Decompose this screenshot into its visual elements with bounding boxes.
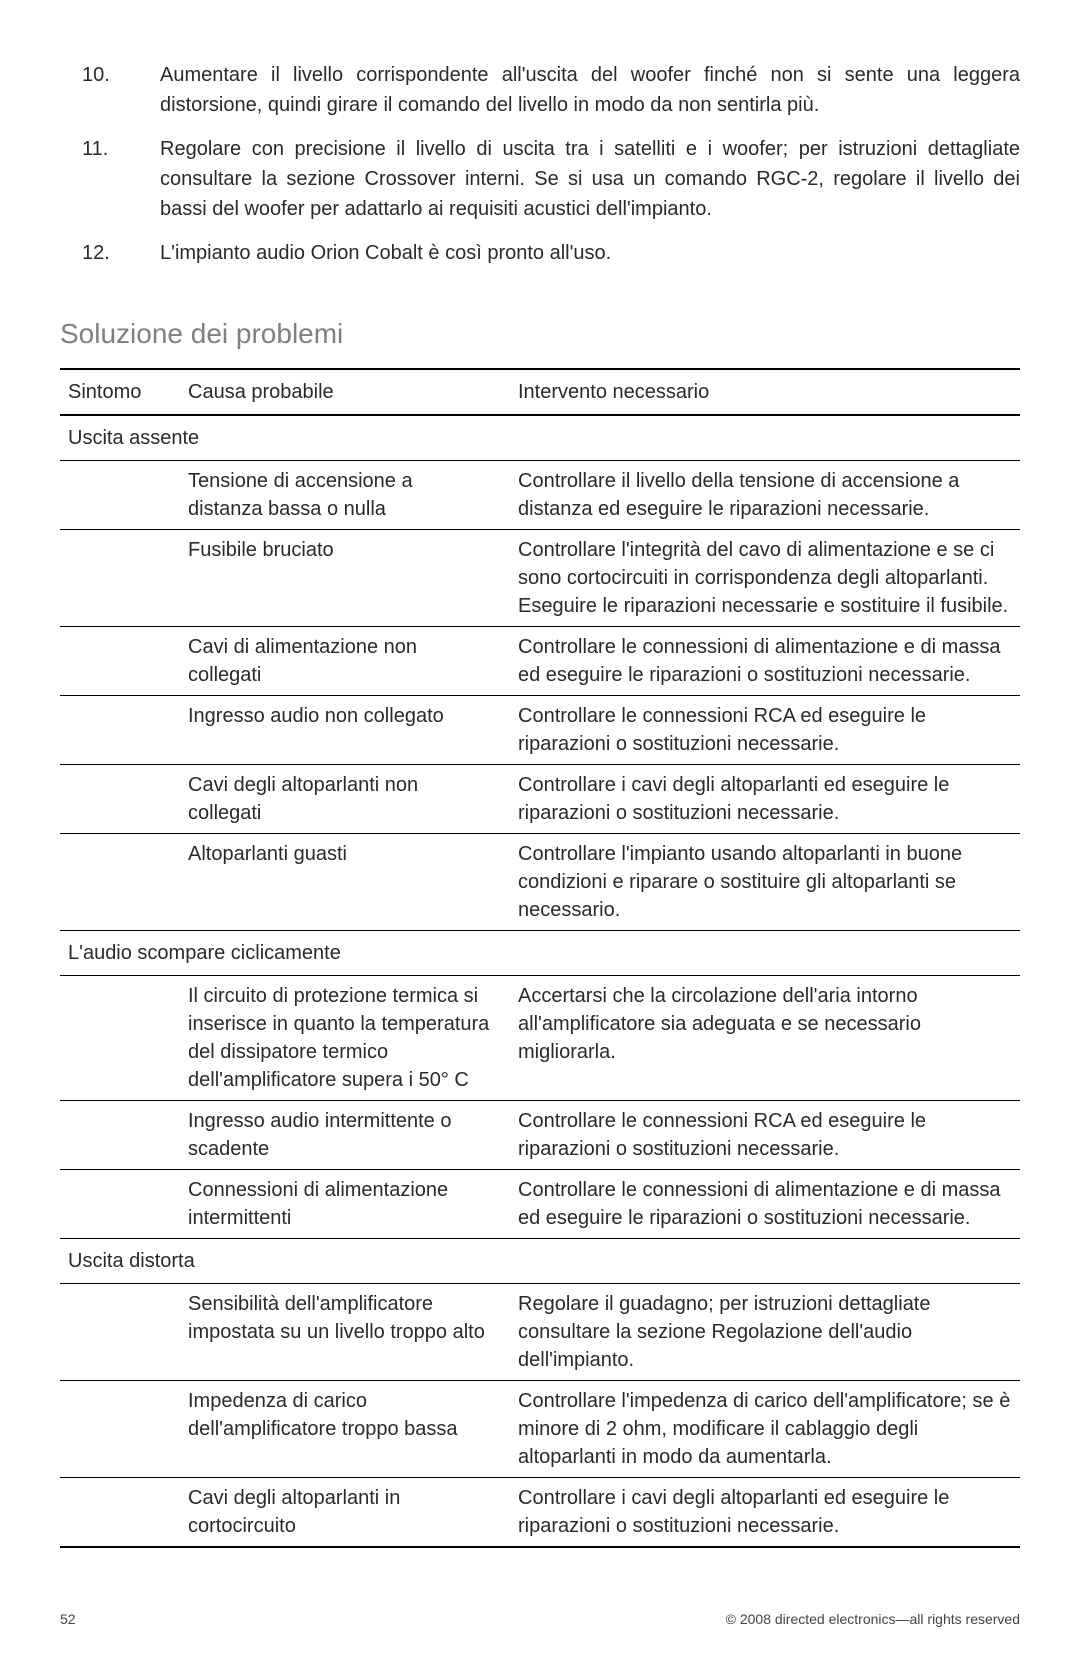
cell-cause: Cavi degli altoparlanti in cortocircuito — [180, 1478, 510, 1548]
cell-cause: Ingresso audio intermittente o scadente — [180, 1101, 510, 1170]
symptom-label: Uscita assente — [60, 415, 1020, 461]
item-text: Regolare con precisione il livello di us… — [160, 134, 1020, 224]
cell-action: Controllare l'integrità del cavo di alim… — [510, 530, 1020, 627]
cell-action: Accertarsi che la circolazione dell'aria… — [510, 976, 1020, 1101]
header-cause: Causa probabile — [180, 369, 510, 415]
cell-symptom-empty — [60, 461, 180, 530]
header-symptom: Sintomo — [60, 369, 180, 415]
cell-symptom-empty — [60, 530, 180, 627]
cell-symptom-empty — [60, 1284, 180, 1381]
list-item: 12. L'impianto audio Orion Cobalt è così… — [60, 238, 1020, 268]
cell-action: Controllare le connessioni RCA ed esegui… — [510, 696, 1020, 765]
cell-symptom-empty — [60, 765, 180, 834]
cell-action: Regolare il guadagno; per istruzioni det… — [510, 1284, 1020, 1381]
list-item: 11. Regolare con precisione il livello d… — [60, 134, 1020, 224]
cell-action: Controllare le connessioni di alimentazi… — [510, 627, 1020, 696]
cell-action: Controllare le connessioni RCA ed esegui… — [510, 1101, 1020, 1170]
cell-symptom-empty — [60, 696, 180, 765]
cell-cause: Ingresso audio non collegato — [180, 696, 510, 765]
item-number: 10. — [60, 60, 160, 120]
cell-cause: Cavi degli altoparlanti non collegati — [180, 765, 510, 834]
list-item: 10. Aumentare il livello corrispondente … — [60, 60, 1020, 120]
cell-action: Controllare le connessioni di alimentazi… — [510, 1170, 1020, 1239]
cell-cause: Sensibilità dell'amplificatore impostata… — [180, 1284, 510, 1381]
numbered-list: 10. Aumentare il livello corrispondente … — [60, 60, 1020, 268]
item-number: 11. — [60, 134, 160, 224]
cell-symptom-empty — [60, 1170, 180, 1239]
cell-cause: Fusibile bruciato — [180, 530, 510, 627]
symptom-label: Uscita distorta — [60, 1239, 1020, 1284]
cell-symptom-empty — [60, 1381, 180, 1478]
cell-cause: Tensione di accensione a distanza bassa … — [180, 461, 510, 530]
section-heading: Soluzione dei problemi — [60, 318, 1020, 350]
item-number: 12. — [60, 238, 160, 268]
cell-action: Controllare il livello della tensione di… — [510, 461, 1020, 530]
page-number: 52 — [60, 1611, 76, 1627]
cell-cause: Il circuito di protezione termica si ins… — [180, 976, 510, 1101]
cell-cause: Cavi di alimentazione non collegati — [180, 627, 510, 696]
cell-symptom-empty — [60, 1478, 180, 1548]
cell-cause: Altoparlanti guasti — [180, 834, 510, 931]
cell-action: Controllare l'impedenza di carico dell'a… — [510, 1381, 1020, 1478]
cell-cause: Impedenza di carico dell'amplificatore t… — [180, 1381, 510, 1478]
cell-action: Controllare i cavi degli altoparlanti ed… — [510, 1478, 1020, 1548]
cell-symptom-empty — [60, 976, 180, 1101]
item-text: Aumentare il livello corrispondente all'… — [160, 60, 1020, 120]
cell-action: Controllare l'impianto usando altoparlan… — [510, 834, 1020, 931]
page-footer: 52 © 2008 directed electronics—all right… — [60, 1611, 1020, 1627]
cell-cause: Connessioni di alimentazione intermitten… — [180, 1170, 510, 1239]
cell-symptom-empty — [60, 627, 180, 696]
copyright-text: © 2008 directed electronics—all rights r… — [726, 1611, 1020, 1627]
cell-symptom-empty — [60, 834, 180, 931]
cell-action: Controllare i cavi degli altoparlanti ed… — [510, 765, 1020, 834]
header-action: Intervento necessario — [510, 369, 1020, 415]
symptom-label: L'audio scompare ciclicamente — [60, 931, 1020, 976]
cell-symptom-empty — [60, 1101, 180, 1170]
item-text: L'impianto audio Orion Cobalt è così pro… — [160, 238, 1020, 268]
troubleshooting-table: Sintomo Causa probabile Intervento neces… — [60, 368, 1020, 1548]
